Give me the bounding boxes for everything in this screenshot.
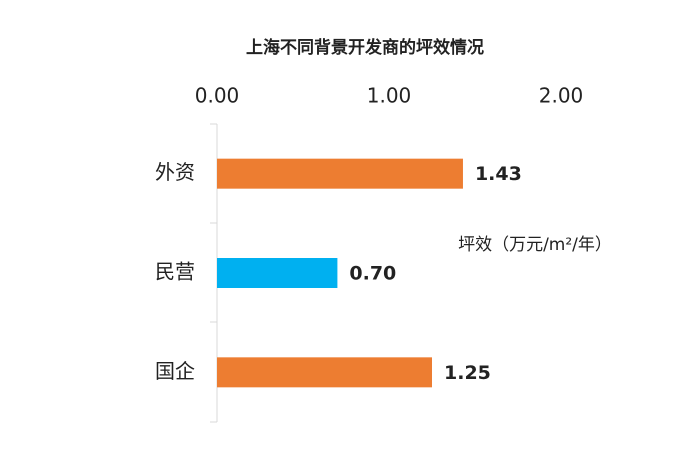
y-tick-label: 民营: [155, 260, 195, 284]
chart-title: 上海不同背景开发商的坪效情况: [246, 37, 484, 58]
y-tick-label: 外资: [155, 160, 195, 184]
x-tick-label: 0.00: [195, 84, 240, 108]
x-tick-label: 2.00: [539, 84, 584, 108]
bar: [217, 258, 338, 288]
value-label: 1.43: [475, 163, 522, 185]
y-tick-label: 国企: [155, 359, 195, 383]
bar: [217, 357, 432, 388]
value-label: 1.25: [444, 362, 491, 384]
annotation: 坪效（万元/m²/年）: [458, 235, 612, 255]
x-tick-label: 1.00: [367, 84, 412, 108]
category-axis: [210, 123, 218, 423]
value-label: 0.70: [349, 263, 396, 285]
bar: [217, 158, 463, 189]
